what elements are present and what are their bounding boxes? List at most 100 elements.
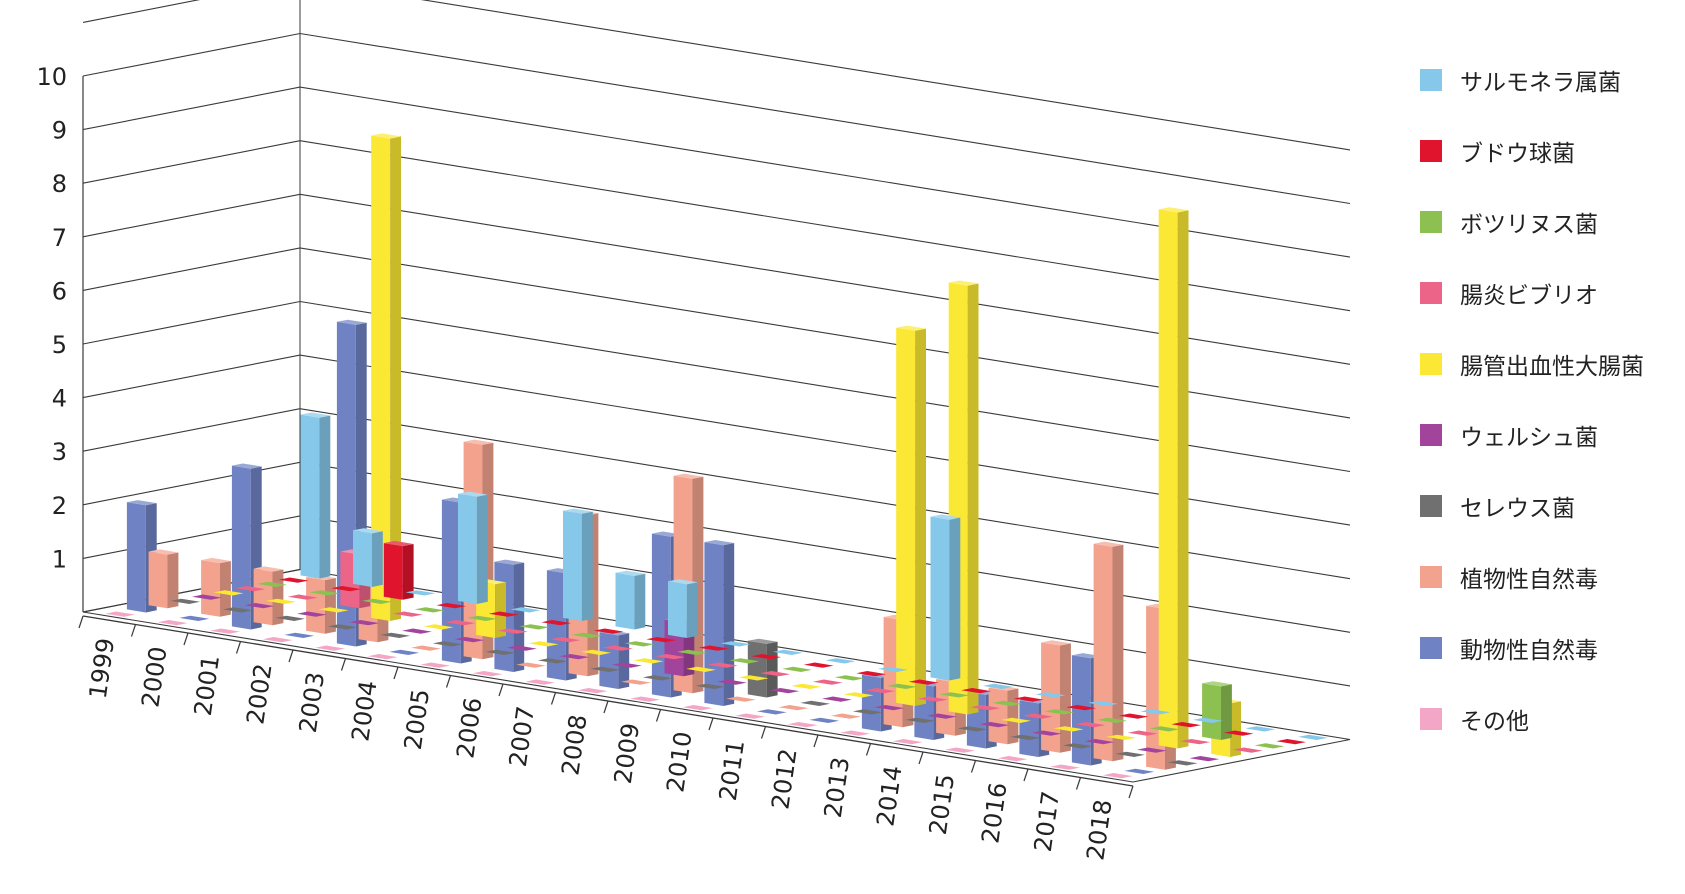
bar-top-face bbox=[1093, 541, 1124, 547]
bar bbox=[383, 540, 414, 600]
legend-label: 動物性自然毒 bbox=[1460, 637, 1598, 664]
legend-label: 植物性自然毒 bbox=[1460, 566, 1598, 593]
floor-marker bbox=[843, 692, 874, 698]
legend-swatch bbox=[1420, 636, 1442, 659]
x-tick bbox=[78, 615, 84, 629]
bar-top-face bbox=[458, 491, 488, 497]
floor-marker bbox=[1050, 764, 1080, 770]
legend-label: その他 bbox=[1460, 708, 1529, 735]
floor-marker bbox=[1254, 743, 1285, 749]
legend-swatch bbox=[1420, 139, 1442, 162]
floor-marker bbox=[677, 649, 707, 655]
floor-marker bbox=[1118, 713, 1149, 719]
floor-marker bbox=[1137, 747, 1167, 753]
floor-marker bbox=[720, 641, 751, 647]
floor-marker bbox=[497, 628, 528, 634]
floor-marker bbox=[1180, 739, 1211, 745]
floor-marker bbox=[760, 671, 791, 677]
bar-top-face bbox=[930, 514, 961, 520]
bar-front-face bbox=[1202, 683, 1221, 740]
floor-marker bbox=[297, 611, 327, 617]
legend-item: 腸炎ビブリオ bbox=[1420, 257, 1682, 328]
legend-label: 腸炎ビブリオ bbox=[1460, 282, 1598, 309]
bar-front-face bbox=[546, 570, 566, 681]
legend-swatch bbox=[1420, 68, 1442, 91]
x-tick-label: 2001 bbox=[189, 653, 225, 717]
floor-marker bbox=[1097, 717, 1127, 723]
bar-side-face bbox=[1230, 701, 1241, 757]
y-tick-label: 3 bbox=[52, 438, 67, 466]
bar-top-face bbox=[253, 566, 284, 572]
floor-marker bbox=[1193, 717, 1223, 723]
y-tick-label: 5 bbox=[52, 331, 67, 359]
bar bbox=[148, 549, 179, 609]
legend-swatch bbox=[1420, 707, 1442, 730]
floor-marker bbox=[275, 615, 306, 621]
floor-marker bbox=[856, 671, 887, 677]
legend-swatch bbox=[1420, 352, 1442, 375]
floor-marker bbox=[1044, 709, 1075, 715]
floor-marker bbox=[105, 611, 135, 617]
x-tick bbox=[550, 692, 557, 705]
floor-marker bbox=[1115, 751, 1146, 757]
floor-marker bbox=[646, 637, 677, 643]
x-tick-label: 2016 bbox=[976, 781, 1012, 845]
x-tick bbox=[813, 734, 819, 748]
x-tick-label: 2010 bbox=[661, 730, 697, 794]
bar bbox=[615, 570, 646, 630]
floor-marker bbox=[192, 594, 222, 600]
floor-marker bbox=[315, 645, 345, 651]
x-tick-label: 2017 bbox=[1029, 789, 1065, 853]
floor-marker bbox=[327, 624, 358, 630]
floor-marker bbox=[257, 581, 287, 587]
bar-side-face bbox=[402, 544, 414, 600]
bar-top-face bbox=[353, 528, 383, 534]
floor-marker bbox=[488, 611, 519, 617]
bar-front-face bbox=[458, 493, 477, 604]
bar bbox=[1041, 640, 1071, 753]
bar-side-face bbox=[319, 415, 331, 579]
floor-marker bbox=[800, 700, 831, 706]
x-tick-label: 2009 bbox=[609, 721, 645, 785]
floor-marker bbox=[516, 662, 546, 668]
bar-top-face bbox=[673, 473, 704, 479]
floor-marker bbox=[630, 696, 660, 702]
legend-item: ウェルシュ菌 bbox=[1420, 399, 1682, 470]
floor-marker bbox=[621, 679, 651, 685]
floor-marker bbox=[432, 641, 463, 647]
x-tick bbox=[1128, 785, 1134, 799]
floor-marker bbox=[822, 696, 852, 702]
floor-marker bbox=[1013, 696, 1044, 702]
floor-marker bbox=[905, 717, 936, 723]
x-tick bbox=[865, 743, 872, 756]
floor-marker bbox=[1127, 730, 1158, 736]
x-tick-label: 2012 bbox=[766, 747, 802, 811]
legend-label: ボツリヌス菌 bbox=[1460, 211, 1598, 238]
y-tick-label: 6 bbox=[52, 277, 67, 305]
legend-item: その他 bbox=[1420, 683, 1682, 754]
floor-marker bbox=[411, 645, 441, 651]
x-tick bbox=[130, 624, 137, 637]
bar bbox=[1202, 681, 1232, 740]
bar bbox=[201, 557, 231, 617]
x-tick-label: 2000 bbox=[136, 645, 172, 709]
bar-front-face bbox=[383, 543, 403, 600]
x-tick-label: 2011 bbox=[714, 738, 750, 802]
legend-label: サルモネラ属菌 bbox=[1460, 69, 1621, 96]
bar-front-face bbox=[253, 568, 273, 626]
floor-marker bbox=[707, 662, 738, 668]
bar bbox=[253, 566, 284, 626]
bar bbox=[1158, 207, 1189, 749]
bar-front-face bbox=[1093, 543, 1113, 762]
floor-marker bbox=[878, 666, 908, 672]
bar-top-face bbox=[371, 133, 401, 139]
floor-marker bbox=[541, 620, 572, 626]
floor-marker bbox=[284, 632, 315, 638]
bar-top-face bbox=[383, 540, 414, 547]
bar bbox=[563, 508, 593, 621]
bar-side-face bbox=[967, 283, 979, 715]
floor-marker bbox=[581, 649, 611, 655]
floor-marker bbox=[1106, 734, 1136, 740]
bar-front-face bbox=[747, 640, 767, 698]
floor-marker bbox=[590, 666, 621, 672]
